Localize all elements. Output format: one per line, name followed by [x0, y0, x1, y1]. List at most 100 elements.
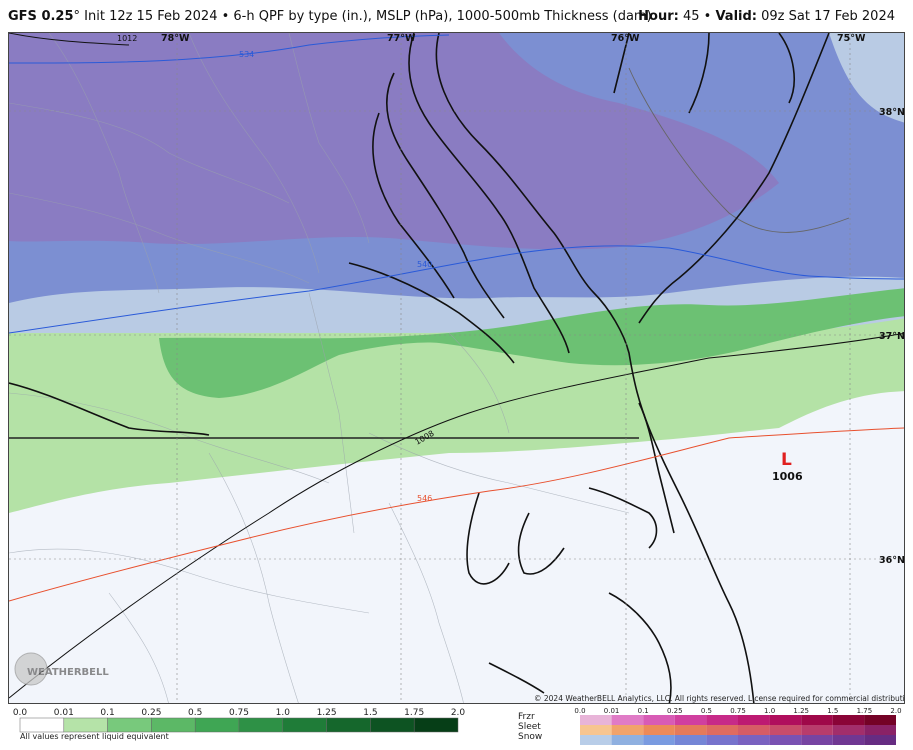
thickness-534	[9, 34, 450, 64]
isobar-1012	[9, 33, 130, 46]
legend-svg: 0.0 0.01 0.1 0.25 0.5 0.75 1.0 1.25 1.5 1.75 2.0 0…	[13, 707, 902, 745]
county-lines	[9, 33, 630, 703]
low-symbol: L	[781, 450, 792, 470]
snow-color-swatch	[643, 735, 675, 745]
rain-color-swatch	[282, 717, 327, 733]
forecast-map: 78°W 77°W 76°W 75°W 38°N 37°N 36°N 1012 …	[8, 32, 905, 704]
rain-tick-label: 0.01	[54, 708, 74, 718]
legend-panel: 0.0 0.01 0.1 0.25 0.5 0.75 1.0 1.25 1.5 1.75 2.0 0…	[0, 704, 913, 750]
frzr-color-swatch	[580, 715, 612, 725]
thickness-label-534: 534	[239, 50, 254, 59]
frzr-color-swatch	[864, 715, 896, 725]
ptype-label-snow: Snow	[518, 732, 543, 742]
weatherbell-logo: WEATHERBELL	[14, 652, 109, 686]
coastline	[9, 33, 830, 703]
ptype-tick-label: 2.0	[890, 707, 901, 715]
ptype-label-sleet: Sleet	[518, 722, 541, 732]
hour-value: 45	[682, 9, 700, 24]
ptype-tick-label: 0.75	[730, 707, 746, 715]
sleet-color-swatch	[580, 725, 612, 735]
rain-tick-label: 0.5	[188, 708, 202, 718]
map-svg: 78°W 77°W 76°W 75°W 38°N 37°N 36°N 1012 …	[9, 33, 905, 703]
ptype-tick-label: 1.0	[764, 707, 775, 715]
ptype-tick-label: 1.75	[857, 707, 873, 715]
frzr-color-swatch	[738, 715, 770, 725]
rain-color-swatch	[238, 717, 284, 733]
ptype-colorbars	[580, 715, 896, 745]
sleet-color-swatch	[801, 725, 833, 735]
frzr-color-swatch	[706, 715, 738, 725]
lon-label-76: 76°W	[611, 33, 640, 44]
isobars	[9, 33, 904, 699]
ptype-label-frzr: Frzr	[518, 712, 535, 722]
thickness-label-540: 540	[417, 260, 432, 269]
snow-band-heavy	[9, 33, 779, 250]
rain-tick-labels: 0.0 0.01 0.1 0.25 0.5 0.75 1.0 1.25 1.5 1.75 2.0	[13, 708, 466, 718]
lon-label-78: 78°W	[161, 33, 190, 44]
rain-tick-label: 1.75	[404, 708, 424, 718]
rain-tick-label: 1.25	[317, 708, 337, 718]
isobar-label-1012: 1012	[117, 34, 137, 43]
lat-label-37: 37°N	[879, 331, 905, 342]
ptype-tick-label: 0.5	[701, 707, 712, 715]
rain-color-swatch	[63, 717, 108, 733]
frzr-color-swatch	[674, 715, 707, 725]
snow-color-swatch	[769, 735, 802, 745]
legend-note: All values represent liquid equivalent	[20, 732, 169, 741]
frzr-color-swatch	[801, 715, 833, 725]
sleet-color-swatch	[738, 725, 770, 735]
snow-color-swatch	[674, 735, 707, 745]
snow-color-swatch	[738, 735, 770, 745]
rain-color-swatch	[326, 717, 371, 733]
frzr-color-swatch	[832, 715, 865, 725]
sleet-color-swatch	[674, 725, 707, 735]
ptype-tick-label: 0.25	[667, 707, 683, 715]
degree-symbol: °	[73, 9, 81, 24]
ptype-tick-label: 0.1	[638, 707, 649, 715]
valid-value: 09z Sat 17 Feb 2024	[761, 9, 895, 24]
rain-tick-label: 1.0	[276, 708, 291, 718]
rain-band-medium	[159, 288, 904, 398]
sleet-color-swatch	[832, 725, 865, 735]
valid-label: Valid:	[715, 9, 757, 24]
frzr-color-swatch	[611, 715, 644, 725]
title-description: Init 12z 15 Feb 2024 • 6-h QPF by type (…	[80, 9, 652, 24]
thickness-540	[9, 245, 904, 334]
rain-tick-label: 0.1	[100, 708, 114, 718]
rain-tick-label: 2.0	[451, 708, 466, 718]
chart-title: GFS 0.25° Init 12z 15 Feb 2024 • 6-h QPF…	[8, 9, 652, 24]
snow-color-swatch	[801, 735, 833, 745]
graticule	[9, 33, 904, 703]
thickness-546	[9, 427, 904, 602]
low-pressure-value: 1006	[772, 470, 803, 483]
sleet-color-swatch	[864, 725, 896, 735]
sleet-color-swatch	[643, 725, 675, 735]
lon-label-77: 77°W	[387, 33, 416, 44]
ptype-tick-label: 1.25	[793, 707, 809, 715]
snow-color-swatch	[706, 735, 738, 745]
rain-color-swatch	[19, 717, 65, 733]
hour-label: Hour:	[638, 9, 679, 24]
thickness-label-546: 546	[417, 494, 432, 503]
sleet-color-swatch	[611, 725, 644, 735]
model-name: GFS 0.25	[8, 9, 74, 24]
sleet-color-swatch	[769, 725, 802, 735]
lon-label-75: 75°W	[837, 33, 866, 44]
rain-tick-label: 0.75	[229, 708, 249, 718]
lat-label-36: 36°N	[879, 555, 905, 566]
ptype-tick-label: 1.5	[827, 707, 838, 715]
snow-color-swatch	[864, 735, 896, 745]
valid-time: Hour: 45 • Valid: 09z Sat 17 Feb 2024	[638, 9, 895, 24]
snow-color-swatch	[611, 735, 644, 745]
copyright-notice: © 2024 WeatherBELL Analytics, LLC. All r…	[534, 694, 905, 703]
header-bar: GFS 0.25° Init 12z 15 Feb 2024 • 6-h QPF…	[0, 0, 913, 32]
logo-text: WEATHERBELL	[27, 667, 109, 678]
rain-tick-label: 1.5	[363, 708, 377, 718]
frzr-color-swatch	[643, 715, 675, 725]
frzr-color-swatch	[769, 715, 802, 725]
rain-color-swatch	[370, 717, 415, 733]
ptype-tick-labels: 0.0 0.01 0.1 0.25 0.5 0.75 1.0 1.25 1.5 1.75 2.0	[574, 707, 901, 715]
lat-label-38: 38°N	[879, 107, 905, 118]
rain-colorbar	[19, 717, 459, 733]
state-border-md	[628, 67, 850, 233]
